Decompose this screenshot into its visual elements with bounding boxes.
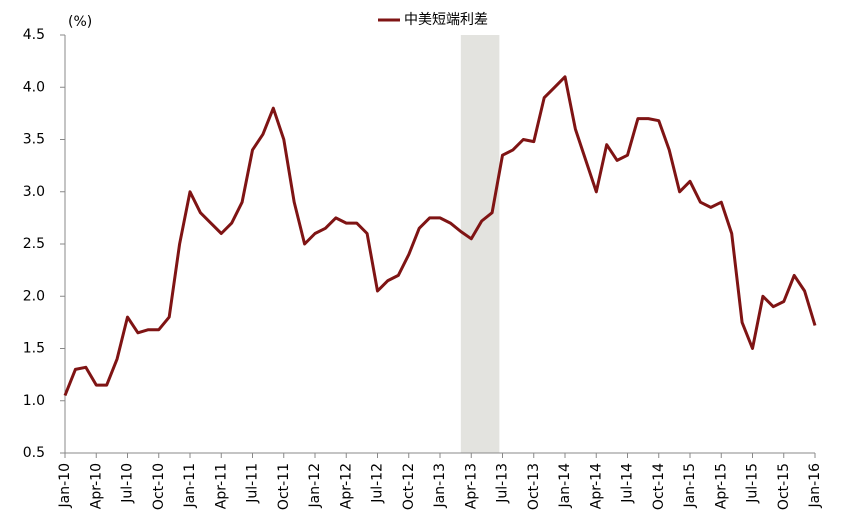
- y-tick-label: 2.5: [23, 236, 45, 252]
- y-tick-label: 4.0: [23, 79, 45, 95]
- y-tick-label: 3.0: [23, 184, 45, 200]
- y-tick-label: 0.5: [23, 445, 45, 461]
- x-tick-label: Oct-12: [401, 463, 417, 510]
- x-tick-label: Jul-13: [495, 463, 511, 504]
- y-tick-label: 4.5: [23, 27, 45, 43]
- x-tick-label: Jan-12: [307, 463, 323, 508]
- x-tick-label: Jan-11: [182, 463, 198, 508]
- x-tick-label: Apr-12: [338, 463, 354, 509]
- x-tick-label: Oct-13: [526, 463, 542, 510]
- data-line: [63, 75, 817, 397]
- x-tick-label: Jan-15: [682, 463, 698, 508]
- x-tick-label: Oct-10: [151, 463, 167, 510]
- x-tick-label: Oct-14: [651, 463, 667, 510]
- x-tick-label: Jan-13: [432, 463, 448, 508]
- x-tick-label: Apr-13: [463, 463, 479, 509]
- x-tick-label: Jul-11: [245, 463, 261, 504]
- highlight-band: [460, 35, 500, 453]
- x-tick-label: Jul-15: [745, 463, 761, 504]
- x-tick-label: Jan-10: [57, 463, 73, 508]
- x-tick-label: Jan-14: [557, 463, 573, 509]
- x-tick-label: Oct-15: [776, 463, 792, 510]
- y-tick-label: 3.5: [23, 132, 45, 148]
- y-tick-label: 2.0: [23, 288, 45, 304]
- y-tick-label: 1.0: [23, 393, 45, 409]
- x-tick-label: Jan-16: [807, 463, 823, 509]
- legend-label: 中美短端利差: [404, 12, 488, 28]
- x-tick-label: Jul-10: [120, 463, 136, 504]
- x-tick-label: Apr-10: [88, 463, 104, 509]
- y-axis-label: (%): [68, 14, 92, 30]
- x-tick-label: Apr-11: [213, 463, 229, 509]
- x-tick-label: Jul-14: [620, 463, 636, 504]
- x-tick-label: Oct-11: [276, 463, 292, 510]
- x-tick-label: Apr-14: [588, 463, 604, 509]
- x-tick-label: Jul-12: [370, 463, 386, 504]
- x-tick-label: Apr-15: [713, 463, 729, 509]
- y-tick-label: 1.5: [23, 341, 45, 357]
